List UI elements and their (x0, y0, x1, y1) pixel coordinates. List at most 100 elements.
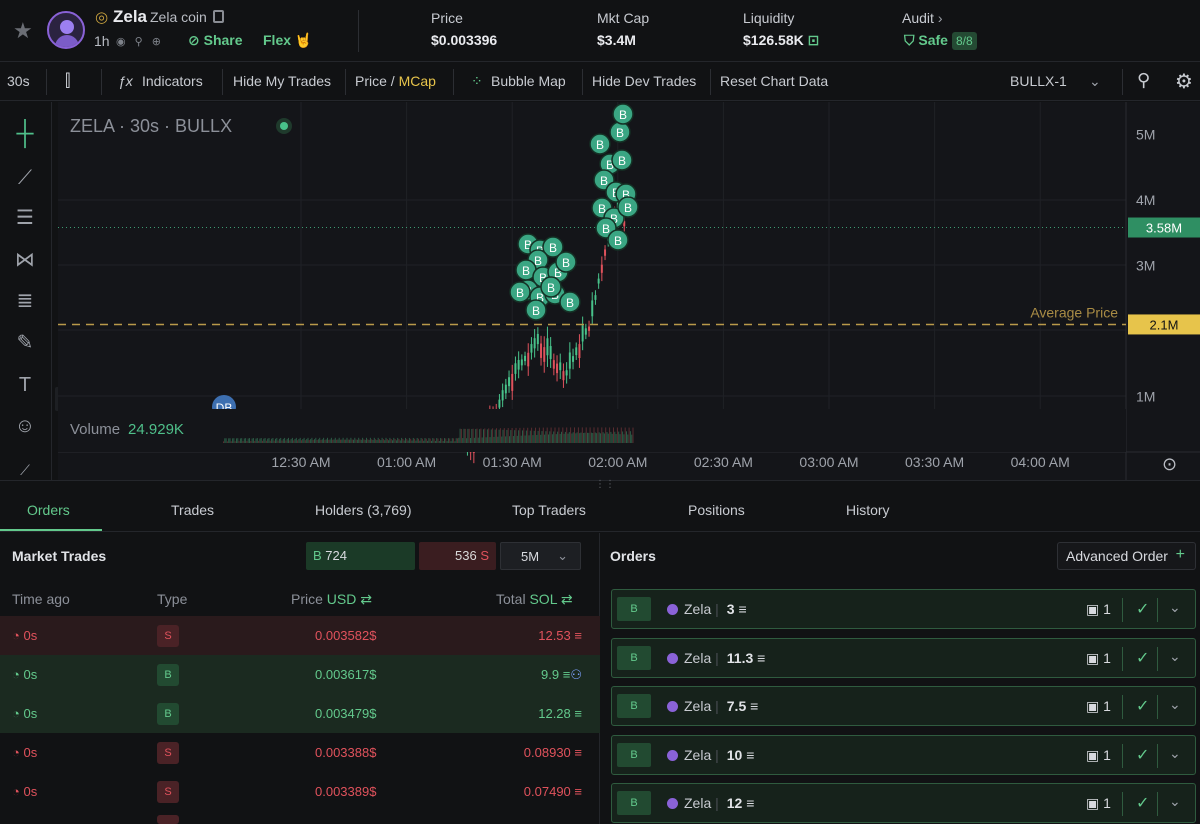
favorite-star-icon[interactable]: ★ (13, 18, 33, 43)
zoom-icon[interactable]: ⚲ (1137, 70, 1151, 90)
price-chart[interactable]: 1M 3M 4M 5M 12:30 AM 01:00 AM 01:30 AM 02:00 AM… (58, 102, 1200, 480)
buy-marker-label: B (622, 188, 630, 202)
volume-bar (527, 427, 529, 443)
tab-trades[interactable]: Trades (171, 502, 215, 518)
layout-select[interactable]: BULLX-1 (1010, 73, 1067, 89)
candle-type-icon[interactable]: ⫿ (65, 71, 71, 90)
volume-bar (341, 439, 343, 443)
volume-bar (536, 434, 538, 443)
volume-bar (613, 427, 614, 443)
market-trades-panel: Market Trades B 724 536 S 5M ⌄ Time ago T… (0, 533, 600, 824)
volume-bar (282, 438, 284, 443)
reset-chart-button[interactable]: Reset Chart Data (720, 73, 829, 89)
audit-button[interactable]: Audit › (902, 10, 943, 26)
volume-bar (459, 428, 461, 443)
trade-row[interactable]: ◔ 0s B 0.003479$ 12.28 ≡ (0, 694, 600, 733)
order-user: Zela | 10 ≡ (667, 747, 754, 763)
volume-bar (284, 437, 286, 443)
horizontal-lines-icon[interactable]: ☰ (16, 207, 34, 229)
trade-row[interactable]: ◔ 0s S 0.003582$ 12.53 ≡ (0, 616, 600, 655)
trade-row[interactable]: ◔ 0s S 0.003388$ 0.08930 ≡ (0, 733, 600, 772)
sol-icon: ≡ (562, 667, 571, 682)
timeframe-select[interactable]: 5M ⌄ (500, 542, 581, 570)
indicators-button[interactable]: Indicators (142, 73, 203, 89)
trade-row[interactable]: ◔ 0s S 0.003389$ 0.07490 ≡ (0, 772, 600, 811)
trade-row[interactable]: ◔ 0s B 0.003617$ 9.9 ≡⚇ (0, 655, 600, 694)
text-icon[interactable]: T (18, 374, 32, 396)
fib-icon[interactable]: ≣ (16, 290, 34, 312)
volume-bar (624, 427, 626, 443)
interval-select[interactable]: 30s (7, 73, 30, 89)
hide-my-trades-button[interactable]: Hide My Trades (233, 73, 332, 89)
candle (543, 347, 546, 362)
order-card[interactable]: B Zela | 11.3 ≡ ▣ 1 ✓ ⌄ (611, 638, 1196, 678)
volume-bar (468, 428, 470, 443)
tab-positions[interactable]: Positions (688, 502, 745, 518)
check-icon[interactable]: ✓ (1136, 795, 1150, 812)
crosshair-icon[interactable]: ┼ (16, 120, 34, 147)
col-price[interactable]: Price USD ⇄ (291, 591, 372, 607)
volume-bar (415, 440, 417, 443)
bubble-map-button[interactable]: Bubble Map (491, 73, 566, 89)
gear-icon[interactable]: ⚙ (1175, 71, 1193, 93)
chevron-down-icon[interactable]: ⌄ (1169, 648, 1181, 664)
volume-bar (483, 429, 484, 443)
check-icon[interactable]: ✓ (1136, 747, 1150, 764)
trade-type-badge: B (157, 703, 179, 725)
ruler-icon[interactable]: ⟋ (20, 462, 30, 478)
copy-icon[interactable] (213, 10, 224, 23)
pump-icon: ◎ (95, 9, 109, 26)
trade-type-badge: S (157, 742, 179, 764)
sell-count-filter[interactable]: 536 S (419, 542, 496, 570)
emoji-icon[interactable]: ☺ (14, 415, 36, 437)
hide-dev-trades-button[interactable]: Hide Dev Trades (592, 73, 697, 89)
wallet-icon: ▣ (1086, 650, 1100, 666)
tab-top-traders[interactable]: Top Traders (512, 502, 586, 518)
volume-bar (297, 440, 299, 443)
chevron-down-icon[interactable]: ⌄ (1169, 745, 1181, 761)
volume-bar (350, 437, 352, 443)
volume-bar (340, 439, 341, 443)
social-links-icons[interactable]: ◉ ⚲ ⊕ (116, 36, 164, 48)
volume-bar (627, 434, 629, 443)
tab-history[interactable]: History (846, 502, 890, 518)
volume-bar (367, 439, 369, 443)
chevron-down-icon[interactable]: ⌄ (1089, 73, 1101, 89)
col-total[interactable]: Total SOL ⇄ (496, 591, 573, 607)
volume-bar (596, 433, 598, 443)
order-card[interactable]: B Zela | 12 ≡ ▣ 1 ✓ ⌄ (611, 783, 1196, 823)
advanced-order-button[interactable]: Advanced Order + (1057, 542, 1196, 570)
order-card[interactable]: B Zela | 7.5 ≡ ▣ 1 ✓ ⌄ (611, 686, 1196, 726)
token-avatar (47, 11, 85, 49)
chevron-down-icon[interactable]: ⌄ (1169, 696, 1181, 712)
check-icon[interactable]: ✓ (1136, 698, 1150, 715)
order-card[interactable]: B Zela | 3 ≡ ▣ 1 ✓ ⌄ (611, 589, 1196, 629)
volume-bar (336, 439, 338, 443)
tab-orders[interactable]: Orders (27, 502, 70, 518)
panel-resize-handle[interactable]: ⋮⋮ (0, 479, 1200, 490)
buy-marker (555, 251, 577, 273)
chevron-down-icon[interactable]: ⌄ (1169, 599, 1181, 615)
volume-bar (455, 438, 457, 443)
buy-count-filter[interactable]: B 724 (306, 542, 415, 570)
brush-icon[interactable]: ✎ (16, 332, 34, 354)
chevron-down-icon[interactable]: ⌄ (1169, 793, 1181, 809)
flex-button[interactable]: Flex 🤘 (263, 32, 313, 48)
candle (572, 356, 575, 362)
volume-bar (230, 441, 232, 443)
volume-bar (398, 438, 400, 443)
order-card[interactable]: B Zela | 10 ≡ ▣ 1 ✓ ⌄ (611, 735, 1196, 775)
tab-holders[interactable]: Holders (3,769) (315, 502, 412, 518)
y-tick-label: 4M (1136, 192, 1155, 208)
candle (594, 295, 597, 300)
volume-bar (321, 439, 323, 443)
check-icon[interactable]: ✓ (1136, 601, 1150, 618)
price-mcap-toggle[interactable]: Price / MCap (355, 73, 436, 89)
volume-bar (295, 437, 297, 443)
volume-bar (611, 433, 613, 443)
share-button[interactable]: ⊘ Share (188, 32, 243, 48)
check-icon[interactable]: ✓ (1136, 650, 1150, 667)
chart-settings-icon[interactable]: ⊙ (1162, 454, 1178, 474)
trendline-icon[interactable]: ⟋ (18, 167, 32, 189)
pattern-icon[interactable]: ⋈ (15, 249, 35, 271)
